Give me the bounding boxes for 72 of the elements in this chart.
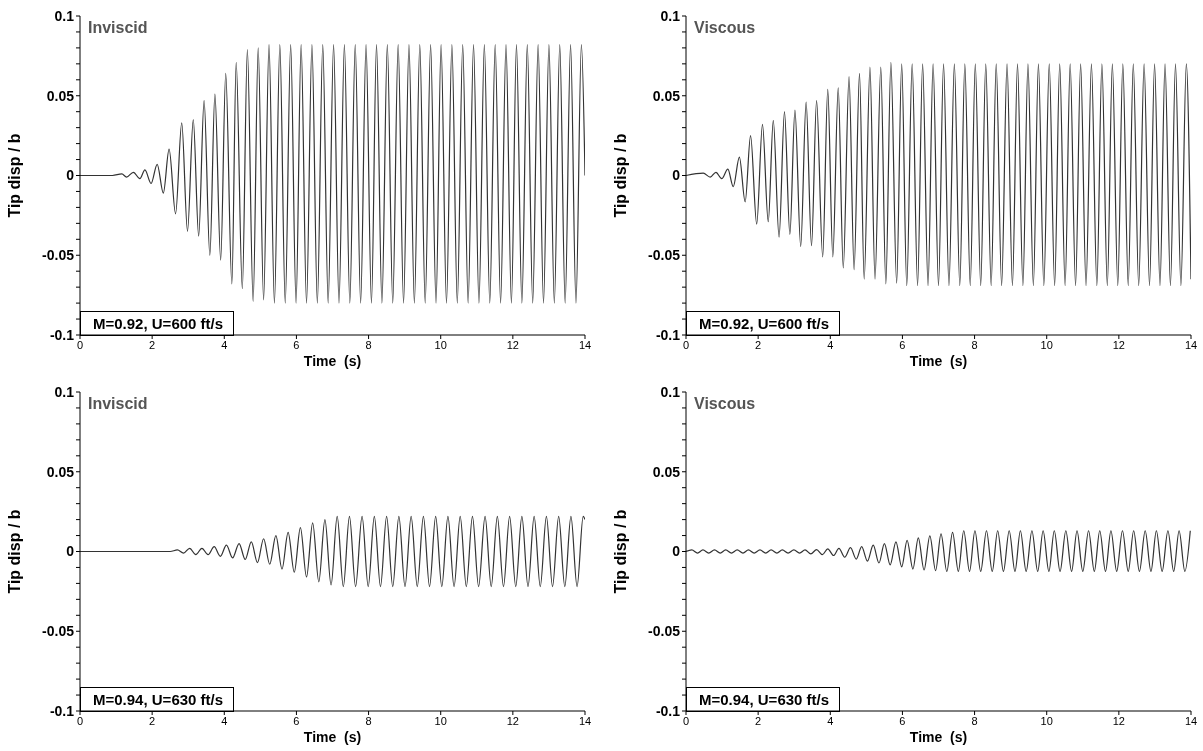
y-tick-label: 0.1 bbox=[660, 7, 681, 24]
line-series bbox=[686, 530, 1191, 573]
annotation: M=0.94, U=630 ft/s bbox=[80, 687, 235, 712]
x-tick-label: 0 bbox=[682, 714, 690, 727]
y-tick-label: 0.05 bbox=[652, 463, 681, 480]
chart-title: Viscous bbox=[694, 395, 756, 413]
x-tick-label: 6 bbox=[899, 714, 906, 727]
y-tick-label: 0 bbox=[66, 543, 75, 560]
x-axis-title: Time (s) bbox=[302, 352, 363, 370]
x-axis-title: Time (s) bbox=[908, 352, 969, 370]
x-axis-title: Time (s) bbox=[908, 728, 969, 746]
x-tick-label: 2 bbox=[755, 714, 762, 727]
x-tick-label: 4 bbox=[827, 714, 834, 727]
line-series bbox=[80, 44, 585, 304]
x-tick-label: 0 bbox=[682, 338, 690, 351]
y-tick-label: -0.05 bbox=[42, 247, 75, 264]
x-tick-label: 4 bbox=[221, 714, 228, 727]
chart-title: Viscous bbox=[694, 19, 756, 37]
line-series bbox=[80, 515, 585, 588]
x-tick-label: 14 bbox=[578, 338, 592, 351]
y-tick-label: 0.1 bbox=[660, 383, 681, 400]
x-tick-label: 2 bbox=[149, 338, 156, 351]
y-tick-label: 0 bbox=[672, 543, 681, 560]
y-tick-label: -0.05 bbox=[42, 623, 75, 640]
line-series bbox=[686, 61, 1191, 287]
annotation: M=0.94, U=630 ft/s bbox=[686, 687, 841, 712]
x-tick-label: 6 bbox=[293, 338, 300, 351]
x-tick-label: 8 bbox=[971, 338, 978, 351]
y-axis-title: Tip disp / b bbox=[611, 133, 629, 218]
x-tick-label: 8 bbox=[365, 338, 372, 351]
x-tick-label: 6 bbox=[293, 714, 300, 727]
x-tick-label: 14 bbox=[578, 714, 592, 727]
y-tick-label: 0 bbox=[672, 167, 681, 184]
x-tick-label: 10 bbox=[434, 714, 447, 727]
chart-title: Inviscid bbox=[88, 395, 148, 413]
x-tick-label: 0 bbox=[76, 338, 84, 351]
x-tick-label: 2 bbox=[149, 714, 156, 727]
y-tick-label: -0.05 bbox=[648, 623, 681, 640]
x-tick-label: 12 bbox=[1112, 338, 1125, 351]
annotation: M=0.92, U=600 ft/s bbox=[80, 311, 235, 336]
y-tick-label: 0.05 bbox=[46, 463, 75, 480]
x-tick-label: 12 bbox=[1112, 714, 1125, 727]
y-tick-label: 0.1 bbox=[54, 7, 75, 24]
x-tick-label: 8 bbox=[365, 714, 372, 727]
y-tick-label: -0.1 bbox=[49, 326, 75, 343]
annotation: M=0.92, U=600 ft/s bbox=[686, 311, 841, 336]
y-tick-label: -0.1 bbox=[655, 702, 681, 719]
x-tick-label: 0 bbox=[76, 714, 84, 727]
x-tick-label: 14 bbox=[1184, 714, 1198, 727]
y-tick-label: -0.1 bbox=[655, 326, 681, 343]
y-tick-label: 0 bbox=[66, 167, 75, 184]
y-tick-label: -0.05 bbox=[648, 247, 681, 264]
x-tick-label: 10 bbox=[1040, 338, 1053, 351]
x-tick-label: 10 bbox=[434, 338, 447, 351]
x-tick-label: 8 bbox=[971, 714, 978, 727]
x-tick-label: 14 bbox=[1184, 338, 1198, 351]
x-tick-label: 2 bbox=[755, 338, 762, 351]
x-tick-label: 12 bbox=[506, 338, 519, 351]
y-axis-title: Tip disp / b bbox=[611, 509, 629, 594]
y-axis-title: Tip disp / b bbox=[5, 509, 23, 594]
x-tick-label: 10 bbox=[1040, 714, 1053, 727]
x-tick-label: 4 bbox=[827, 338, 834, 351]
y-tick-label: 0.05 bbox=[46, 87, 75, 104]
y-tick-label: 0.05 bbox=[652, 87, 681, 104]
y-tick-label: -0.1 bbox=[49, 702, 75, 719]
x-axis-title: Time (s) bbox=[302, 728, 363, 746]
chart-title: Inviscid bbox=[88, 19, 148, 37]
x-tick-label: 12 bbox=[506, 714, 519, 727]
y-tick-label: 0.1 bbox=[54, 383, 75, 400]
x-tick-label: 4 bbox=[221, 338, 228, 351]
y-axis-title: Tip disp / b bbox=[5, 133, 23, 218]
x-tick-label: 6 bbox=[899, 338, 906, 351]
